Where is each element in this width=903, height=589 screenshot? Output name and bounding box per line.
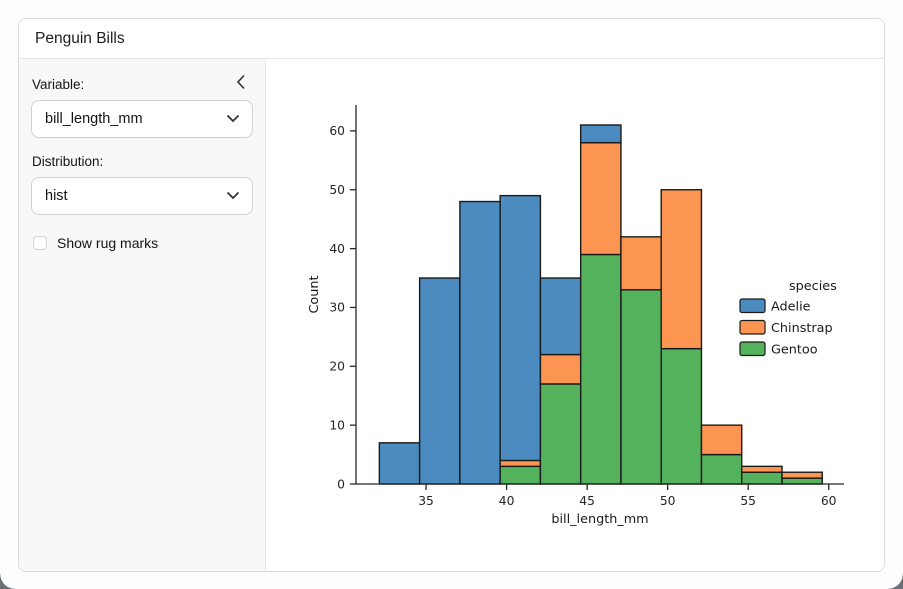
y-axis-label: Count [307, 275, 322, 313]
x-axis-label: bill_length_mm [551, 512, 648, 527]
legend-swatch [739, 341, 766, 357]
sidebar-collapse-button[interactable] [231, 73, 251, 93]
card-header: Penguin Bills [19, 19, 884, 59]
x-tick-label: 40 [499, 494, 515, 508]
legend-title: species [789, 279, 837, 294]
legend-entry-label: Gentoo [771, 343, 818, 358]
y-tick-label: 0 [337, 477, 345, 491]
y-tick-label: 60 [329, 124, 345, 138]
hist-bar-segment [378, 442, 421, 485]
variable-label: Variable: [32, 77, 85, 92]
x-tick-label: 55 [740, 494, 756, 508]
hist-bar-segment [539, 277, 582, 356]
y-tick-label: 30 [329, 301, 345, 315]
chevron-down-icon [226, 111, 240, 127]
distribution-select-value: hist [45, 188, 68, 204]
hist-bar-segment [620, 289, 662, 485]
hist-bar-segment [539, 353, 582, 385]
app-card: Penguin Bills Variable: bill_length_mm [18, 18, 885, 572]
legend-swatch [739, 319, 766, 335]
distribution-label: Distribution: [32, 154, 104, 169]
rug-checkbox-row: Show rug marks [33, 235, 253, 251]
sidebar: Variable: bill_length_mm Distribution: h… [19, 59, 266, 571]
hist-bar-segment [700, 424, 743, 456]
hist-bar-segment [579, 124, 622, 144]
hist-bar-segment [579, 253, 622, 485]
window-corner-artifact [888, 574, 903, 589]
hist-bar-segment [620, 236, 662, 291]
hist-bar-segment [660, 347, 703, 485]
legend-swatch [739, 298, 766, 314]
show-rug-checkbox[interactable] [33, 236, 47, 250]
hist-bar-segment [459, 200, 501, 485]
legend-entry-label: Adelie [771, 300, 811, 315]
y-tick-label: 20 [329, 360, 345, 374]
show-rug-label: Show rug marks [57, 235, 159, 251]
hist-bar-segment [781, 471, 823, 479]
hist-bar-segment [579, 141, 622, 256]
hist-bar-segment [499, 459, 542, 468]
distribution-select[interactable]: hist [31, 177, 253, 215]
y-tick-label: 40 [329, 242, 345, 256]
y-tick-label: 50 [329, 183, 345, 197]
variable-select-value: bill_length_mm [45, 111, 143, 127]
x-tick-label: 45 [579, 494, 595, 508]
window-corner-artifact [0, 574, 15, 589]
hist-bar-segment [418, 277, 461, 485]
hist-bar-segment [660, 189, 703, 350]
main-panel: 35 40 45 50 55 60 0 10 20 30 40 50 60 bill_length_mm C… [266, 59, 884, 571]
hist-bar-segment [499, 194, 542, 462]
hist-bar-segment [741, 465, 783, 473]
hist-bar-segment [741, 471, 783, 485]
card-body: Variable: bill_length_mm Distribution: h… [19, 59, 884, 571]
page-title: Penguin Bills [35, 29, 125, 47]
hist-bar-segment [781, 477, 823, 485]
hist-bar-segment [499, 465, 542, 485]
x-tick-label: 35 [418, 494, 434, 508]
x-tick-label: 60 [821, 494, 837, 508]
chevron-left-icon [236, 74, 246, 93]
chevron-down-icon [226, 188, 240, 204]
histogram-plot-svg: 35 40 45 50 55 60 0 10 20 30 40 50 60 bill_length_mm C… [307, 105, 844, 527]
y-tick-label: 10 [329, 418, 345, 432]
variable-select[interactable]: bill_length_mm [31, 100, 253, 138]
hist-bar-segment [700, 453, 743, 485]
hist-bar-segment [539, 383, 582, 485]
x-tick-label: 50 [660, 494, 676, 508]
legend-entry-label: Chinstrap [771, 321, 833, 336]
